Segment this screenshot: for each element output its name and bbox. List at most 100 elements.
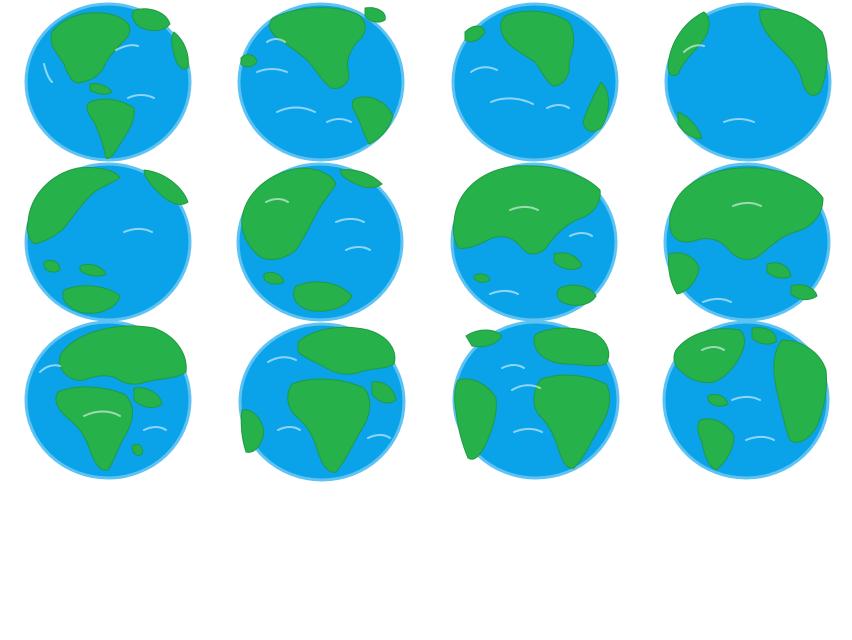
cloud-streak (511, 384, 541, 391)
landmass-africa (55, 386, 133, 471)
cloud-streak (745, 436, 775, 441)
cloud-streak (39, 364, 61, 373)
landmass-europe-edge (171, 31, 189, 70)
globe-rim (450, 162, 618, 322)
landmass-europe (297, 326, 396, 375)
landmass-madagascar (131, 443, 143, 457)
landmass-alaska-edge (240, 54, 258, 68)
landmass-north-america-edge (759, 8, 828, 96)
globe-rim (237, 2, 405, 162)
landmass-islands (79, 263, 107, 277)
cloud-streak (546, 104, 570, 109)
cloud-streak (143, 426, 167, 431)
globe-north-america-central (451, 2, 619, 162)
landmass-north-edge (339, 169, 383, 189)
globe-atlantic-africa-south-america-drawing (452, 320, 620, 480)
cloud-streak (569, 232, 593, 237)
cloud-streak (470, 66, 498, 73)
globe-africa-europe (24, 320, 192, 480)
landmass-africa (533, 374, 611, 469)
landmass-north-america (500, 10, 575, 87)
globe-north-america-central-drawing (451, 2, 619, 162)
landmass-eurasia (669, 167, 824, 260)
cloud-streak (127, 94, 155, 99)
globe-atlantic-africa-south-america (452, 320, 620, 480)
cloud-streak (266, 38, 286, 43)
landmass-south-america-edge (240, 409, 265, 453)
globe-rim (452, 320, 620, 480)
landmass-north-america-edge (465, 329, 503, 348)
globe-asia-australia (236, 162, 404, 322)
cloud-streak (256, 68, 288, 73)
landmass-europe (533, 327, 610, 367)
landmass-north-america (673, 328, 745, 383)
globe-rim (236, 162, 404, 322)
cloud-streak (683, 44, 705, 53)
landmass-islands (263, 271, 285, 285)
globe-rim (24, 162, 192, 322)
globe-asia-indian-ocean-drawing (450, 162, 618, 322)
cloud-streak (276, 106, 316, 113)
landmass-asia (26, 167, 121, 245)
landmass-southeast-asia (766, 262, 792, 279)
globe-americas-1 (24, 2, 192, 162)
landmass-asia-edge (667, 11, 710, 77)
landmass-australia-edge (677, 111, 703, 139)
globe-pacific-asia (24, 162, 192, 322)
globe-africa-atlantic-drawing (238, 322, 406, 482)
globe-eurasia-drawing (663, 162, 831, 322)
landmass-australia (62, 285, 121, 314)
cloud-streak (489, 290, 519, 295)
globe-americas-1-drawing (24, 2, 192, 162)
cloud-streak (731, 396, 761, 401)
landmass-caribbean (89, 83, 113, 95)
globe-rim (238, 322, 406, 482)
globe-rim (664, 2, 832, 162)
cloud-streak (335, 218, 365, 223)
globe-pacific (664, 2, 832, 162)
landmass-east-edge (582, 81, 609, 132)
cloud-streak (723, 118, 755, 123)
landmass-europe-asia (58, 325, 187, 385)
globe-rim (451, 2, 619, 162)
landmass-greenland (131, 8, 171, 32)
ocean-disc (453, 4, 617, 160)
globe-africa-europe-drawing (24, 320, 192, 480)
cloud-streak (326, 118, 352, 123)
cloud-streak (345, 246, 371, 251)
globe-asia-australia-drawing (236, 162, 404, 322)
landmass-eurasia (452, 165, 601, 255)
landmass-australia-edge (556, 284, 597, 306)
globe-rim (24, 320, 192, 480)
landmass-arabia (133, 387, 163, 408)
cloud-streak (490, 97, 534, 105)
cloud-streak (267, 356, 297, 363)
cloud-streak (277, 426, 301, 431)
landmass-south-america (86, 98, 135, 159)
landmass-europe-africa (773, 339, 827, 443)
cloud-streak (123, 228, 153, 233)
globe-north-america-pacific (237, 2, 405, 162)
cloud-streak (265, 198, 289, 203)
cloud-streak (115, 44, 139, 51)
landmass-islands (473, 273, 491, 283)
landmass-africa (287, 378, 371, 473)
landmass-greenland (364, 7, 386, 23)
cloud-streak (701, 346, 725, 351)
landmass-africa-edge (668, 252, 700, 295)
globe-rim (663, 162, 831, 322)
cloud-streak (702, 298, 732, 303)
cloud-streak (501, 364, 525, 369)
globe-africa-atlantic (238, 322, 406, 482)
globe-asia-indian-ocean (450, 162, 618, 322)
globe-rim (24, 2, 192, 162)
landmass-south-america-top (351, 96, 394, 145)
globe-rim (662, 320, 830, 480)
cloud-streak (367, 434, 391, 439)
landmass-greenland (751, 327, 777, 345)
globe-eurasia (663, 162, 831, 322)
landmass-australia (293, 281, 353, 312)
cloud-streak (83, 410, 121, 417)
cloud-streak (513, 428, 543, 433)
